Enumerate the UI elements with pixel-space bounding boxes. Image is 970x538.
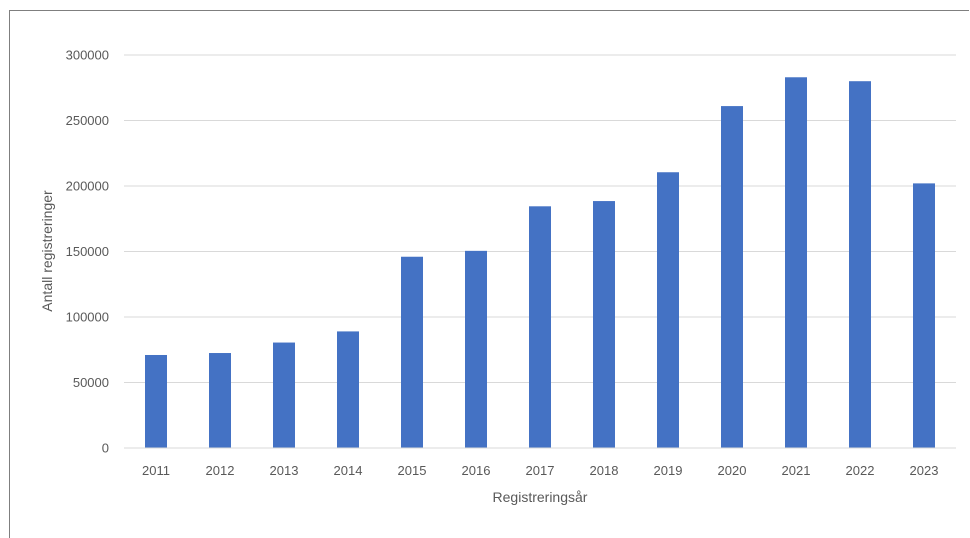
y-tick-label: 200000 <box>66 179 109 194</box>
bar-2023 <box>913 183 935 448</box>
y-tick-label: 0 <box>102 441 109 456</box>
bars <box>145 77 935 449</box>
x-tick-label: 2013 <box>270 463 299 478</box>
x-tick-label: 2018 <box>590 463 619 478</box>
bar-2019 <box>657 172 679 448</box>
y-tick-label: 300000 <box>66 48 109 63</box>
x-tick-label: 2015 <box>398 463 427 478</box>
x-tick-label: 2020 <box>718 463 747 478</box>
x-tick-label: 2016 <box>462 463 491 478</box>
bar-2011 <box>145 354 167 448</box>
x-tick-label: 2022 <box>846 463 875 478</box>
chart-frame <box>9 10 969 538</box>
x-tick-labels: 2011 2012 2013 2014 2015 2016 2017 2018 2019 2020… <box>142 463 938 478</box>
bar-2022 <box>849 81 871 448</box>
bar-2014 <box>337 331 359 448</box>
bar-2013 <box>273 342 295 448</box>
y-tick-label: 100000 <box>66 310 109 325</box>
bar-2012 <box>209 353 231 448</box>
y-tick-labels: 0 50000 100000 150000 200000 250000 300000 <box>66 48 109 456</box>
bar-2021 <box>785 77 807 449</box>
bar-2017 <box>529 206 551 448</box>
x-tick-label: 2019 <box>654 463 683 478</box>
y-axis-title: Antall registreringer <box>39 190 55 312</box>
x-tick-label: 2014 <box>334 463 363 478</box>
x-tick-label: 2021 <box>782 463 811 478</box>
y-tick-label: 50000 <box>73 375 109 390</box>
bar-2020 <box>721 106 743 448</box>
bar-2016 <box>465 250 487 448</box>
x-axis-title: Registreringsår <box>493 489 588 505</box>
bar-2018 <box>593 201 615 448</box>
x-tick-label: 2017 <box>526 463 555 478</box>
x-tick-label: 2012 <box>206 463 235 478</box>
x-tick-label: 2011 <box>142 463 170 478</box>
bar-2015 <box>401 256 423 448</box>
y-tick-label: 150000 <box>66 244 109 259</box>
x-tick-label: 2023 <box>910 463 939 478</box>
y-tick-label: 250000 <box>66 113 109 128</box>
